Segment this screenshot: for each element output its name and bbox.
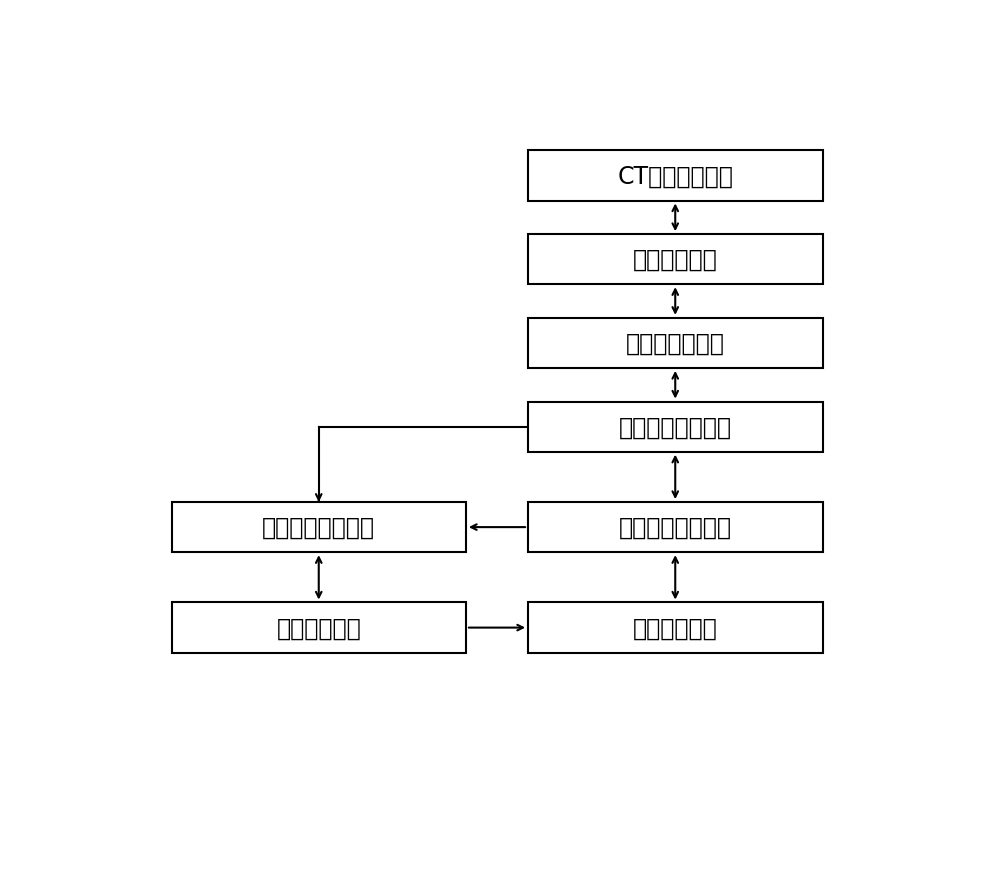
- FancyBboxPatch shape: [528, 603, 822, 653]
- FancyBboxPatch shape: [172, 502, 466, 553]
- Text: 出血体积计算模块: 出血体积计算模块: [619, 515, 732, 540]
- Text: 图像预处理模块: 图像预处理模块: [626, 331, 725, 355]
- Text: 阀值调整模块: 阀值调整模块: [276, 616, 361, 640]
- FancyBboxPatch shape: [528, 151, 822, 202]
- Text: 出血区域筛选模块: 出血区域筛选模块: [619, 415, 732, 439]
- Text: 出血区域切割模块: 出血区域切割模块: [262, 515, 375, 540]
- FancyBboxPatch shape: [528, 402, 822, 452]
- FancyBboxPatch shape: [528, 235, 822, 285]
- Text: CT成片扫描模块: CT成片扫描模块: [617, 164, 733, 189]
- FancyBboxPatch shape: [528, 318, 822, 368]
- Text: 图像保存模块: 图像保存模块: [633, 616, 718, 640]
- FancyBboxPatch shape: [172, 603, 466, 653]
- Text: 图像读取模块: 图像读取模块: [633, 248, 718, 272]
- FancyBboxPatch shape: [528, 502, 822, 553]
